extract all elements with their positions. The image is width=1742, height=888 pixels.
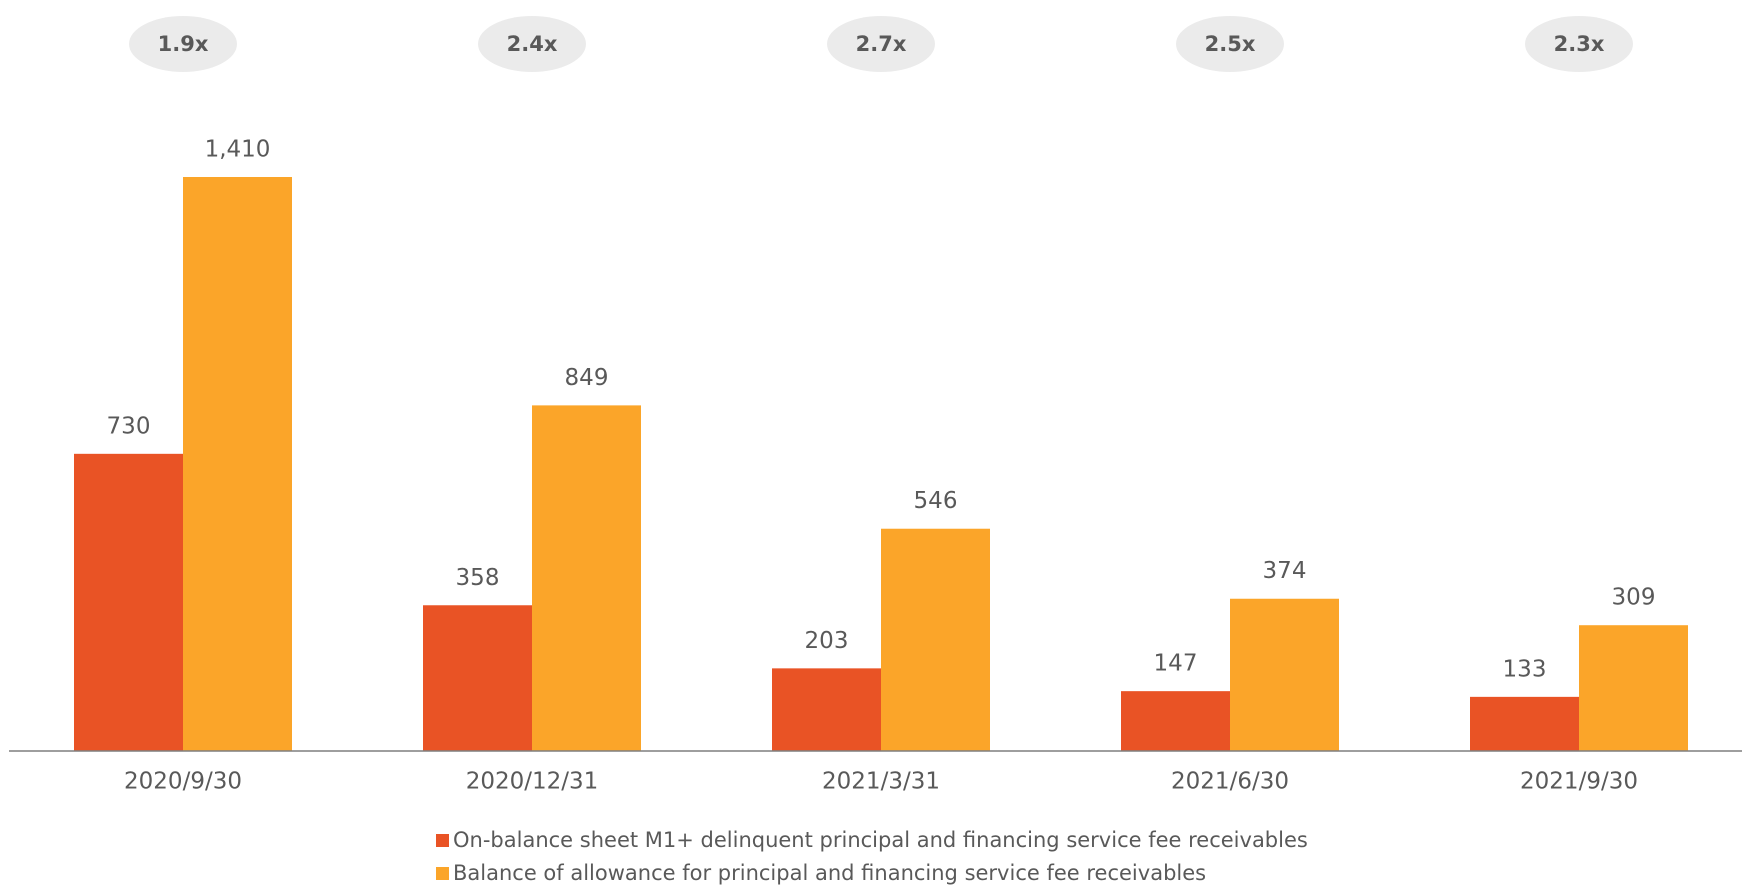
bar xyxy=(74,453,183,751)
x-tick-label: 2021/9/30 xyxy=(1520,769,1638,795)
ratio-label: 2.7x xyxy=(856,32,907,56)
bar xyxy=(1579,625,1688,751)
bar xyxy=(1121,691,1230,751)
value-label: 1,410 xyxy=(205,137,271,163)
ratio-label: 2.5x xyxy=(1205,32,1256,56)
x-tick-label: 2020/9/30 xyxy=(124,769,242,795)
ratio-label: 1.9x xyxy=(158,32,209,56)
value-label: 730 xyxy=(107,413,151,439)
ratio-label: 2.3x xyxy=(1554,32,1605,56)
legend-label: Balance of allowance for principal and f… xyxy=(453,861,1206,885)
value-label: 203 xyxy=(805,628,849,654)
bar xyxy=(1230,598,1339,751)
bar xyxy=(532,405,641,751)
ratio-badge xyxy=(1176,16,1284,72)
bar xyxy=(772,668,881,751)
x-tick-label: 2020/12/31 xyxy=(466,769,599,795)
legend-swatch xyxy=(436,867,449,880)
value-label: 849 xyxy=(565,365,609,391)
bar xyxy=(423,605,532,751)
ratio-badge xyxy=(827,16,935,72)
x-tick-label: 2021/3/31 xyxy=(822,769,940,795)
legend-swatch xyxy=(436,834,449,847)
value-label: 374 xyxy=(1263,558,1307,584)
bar xyxy=(1470,696,1579,751)
bar xyxy=(183,177,292,751)
value-label: 358 xyxy=(456,565,500,591)
value-label: 147 xyxy=(1154,651,1198,677)
value-label: 546 xyxy=(914,488,958,514)
legend-label: On-balance sheet M1+ delinquent principa… xyxy=(453,828,1308,852)
value-label: 309 xyxy=(1612,585,1656,611)
x-tick-label: 2021/6/30 xyxy=(1171,769,1289,795)
ratio-badge xyxy=(1525,16,1633,72)
ratio-label: 2.4x xyxy=(507,32,558,56)
ratio-badge xyxy=(478,16,586,72)
bar xyxy=(881,528,990,751)
value-label: 133 xyxy=(1503,656,1547,682)
ratio-badge xyxy=(129,16,237,72)
